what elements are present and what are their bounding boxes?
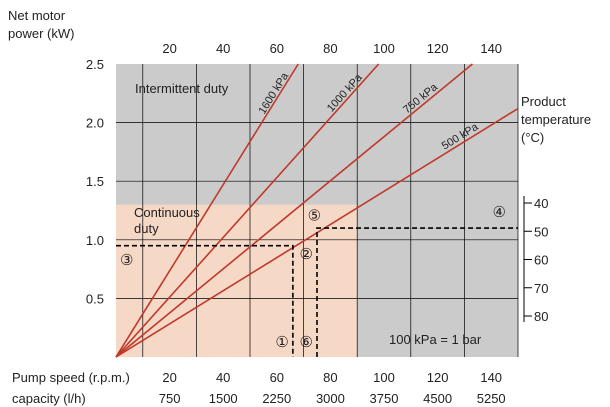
right-axis-title-line1: Product bbox=[521, 94, 566, 109]
pump-speed-tick: 140 bbox=[480, 370, 502, 385]
capacity-tick: 2250 bbox=[262, 391, 291, 406]
temperature-axis-tick: 80 bbox=[534, 309, 548, 324]
circled-marker: ③ bbox=[120, 252, 133, 269]
dashed-guides bbox=[116, 227, 518, 357]
left-axis-tick: 1.0 bbox=[86, 233, 104, 248]
capacity-tick: 750 bbox=[159, 391, 181, 406]
circled-marker: ⑤ bbox=[308, 207, 321, 224]
capacity-tick: 4500 bbox=[423, 391, 452, 406]
unit-note: 100 kPa = 1 bar bbox=[389, 332, 482, 347]
right-axis-title-line2: temperature bbox=[521, 112, 591, 127]
y-axis-title-line2: power (kW) bbox=[8, 26, 74, 41]
left-axis-tick: 2.5 bbox=[86, 57, 104, 72]
pump-speed-label: Pump speed (r.p.m.) bbox=[12, 370, 130, 385]
temperature-axis-tick: 40 bbox=[534, 196, 548, 211]
capacity-tick: 1500 bbox=[209, 391, 238, 406]
pump-speed-tick: 20 bbox=[162, 370, 176, 385]
temperature-axis-tick: 70 bbox=[534, 281, 548, 296]
continuous-duty-label-line1: Continuous bbox=[134, 205, 200, 220]
y-axis-title-line1: Net motor bbox=[8, 8, 66, 23]
capacity-label: capacity (l/h) bbox=[12, 391, 86, 406]
right-axis-title-line3: (°C) bbox=[521, 130, 544, 145]
temperature-axis-tick: 50 bbox=[534, 224, 548, 239]
top-axis-tick: 60 bbox=[270, 41, 284, 56]
pump-speed-tick: 60 bbox=[270, 370, 284, 385]
pump-speed-tick: 80 bbox=[323, 370, 337, 385]
series-line bbox=[115, 63, 473, 358]
pump-speed-tick: 120 bbox=[427, 370, 449, 385]
dashed-guide bbox=[116, 244, 294, 357]
circled-markers: ① ② ③ ④ ⑤ ⑥ bbox=[120, 204, 506, 351]
series-line bbox=[115, 63, 299, 358]
continuous-duty-label-line2: duty bbox=[134, 221, 159, 236]
grid bbox=[116, 64, 519, 357]
circled-marker: ⑥ bbox=[300, 334, 313, 351]
series-line bbox=[115, 63, 380, 358]
capacity-tick: 3000 bbox=[316, 391, 345, 406]
left-axis-tick: 1.5 bbox=[86, 174, 104, 189]
top-axis-tick: 20 bbox=[162, 41, 176, 56]
pump-speed-tick: 40 bbox=[216, 370, 230, 385]
temperature-axis-tick: 60 bbox=[534, 253, 548, 268]
left-axis-tick: 0.5 bbox=[86, 291, 104, 306]
circled-marker: ② bbox=[300, 246, 313, 263]
top-axis-tick: 40 bbox=[216, 41, 230, 56]
intermittent-duty-label: Intermittent duty bbox=[135, 81, 229, 96]
tick-labels: 20 40 60 80 100 120 140 2.5 2.0 1.5 1.0 0.5 20 40 60 80… bbox=[86, 41, 549, 406]
left-axis-tick: 2.0 bbox=[86, 116, 104, 131]
top-axis-tick: 120 bbox=[427, 41, 449, 56]
circled-marker: ④ bbox=[493, 204, 506, 221]
capacity-tick: 5250 bbox=[477, 391, 506, 406]
circled-marker: ① bbox=[275, 334, 288, 351]
pump-speed-tick: 100 bbox=[373, 370, 395, 385]
top-axis-tick: 100 bbox=[373, 41, 395, 56]
dashed-guide bbox=[316, 227, 518, 357]
top-axis-tick: 140 bbox=[480, 41, 502, 56]
top-axis-tick: 80 bbox=[323, 41, 337, 56]
capacity-tick: 3750 bbox=[370, 391, 399, 406]
